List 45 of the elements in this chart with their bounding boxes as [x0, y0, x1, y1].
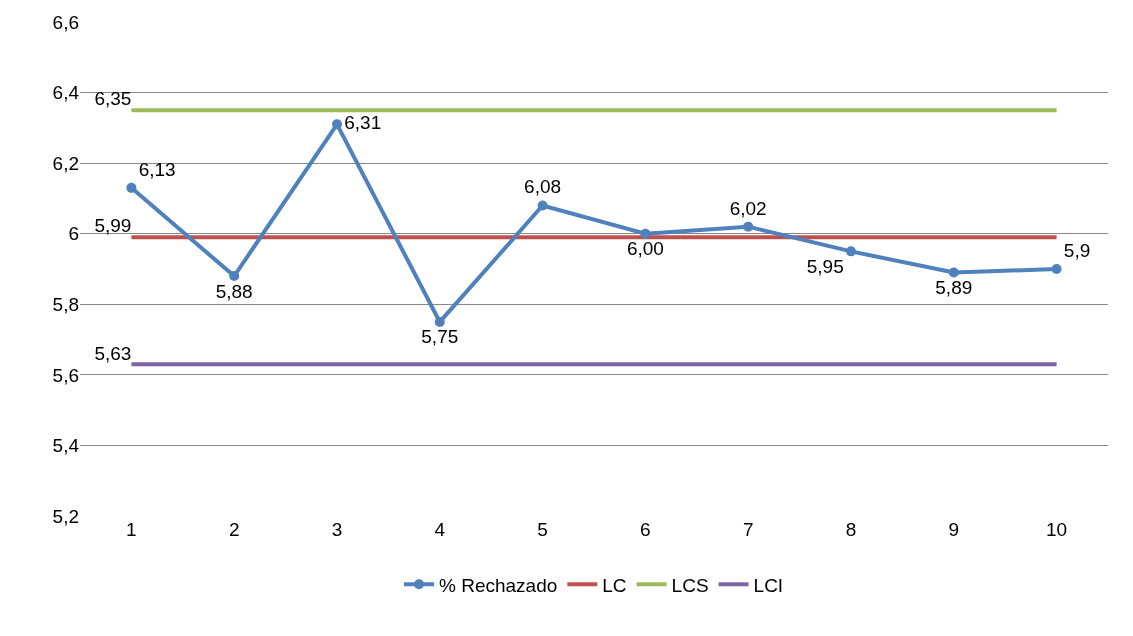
- point: [434, 316, 445, 327]
- point: [229, 271, 240, 282]
- data-label: 5,63: [94, 342, 132, 364]
- point: [1051, 264, 1062, 274]
- data-label: 6,13: [138, 158, 176, 180]
- data-label: 5,88: [215, 280, 253, 302]
- x-tick-label: 1: [126, 519, 137, 540]
- data-label: 6,08: [524, 176, 562, 198]
- data-label: 5,75: [421, 326, 459, 348]
- point: [948, 267, 959, 278]
- point: [640, 228, 651, 239]
- data-label: 5,95: [806, 255, 844, 277]
- x-tick-label: 8: [845, 519, 857, 540]
- data-label: 5,89: [935, 277, 973, 299]
- point: [743, 221, 754, 232]
- y-tick-label: 6,4: [52, 82, 80, 104]
- y-tick-label: 5,4: [52, 435, 80, 457]
- x-tick-label: 9: [948, 519, 960, 540]
- x-tick-label: 2: [228, 519, 240, 540]
- legend-label: LCS: [671, 574, 709, 596]
- point: [846, 246, 856, 257]
- data-label: 5,99: [94, 215, 132, 237]
- x-tick-label: 10: [1046, 519, 1068, 540]
- x-tick-label: 6: [640, 519, 651, 540]
- point: [126, 182, 137, 193]
- y-tick-label: 5,2: [52, 505, 79, 527]
- data-label: 6,00: [626, 238, 664, 260]
- x-tick-label: 4: [434, 519, 446, 540]
- point: [537, 200, 548, 211]
- legend-label: % Rechazado: [439, 574, 558, 596]
- data-label: 5,9: [1063, 240, 1091, 261]
- data-label: 6,35: [94, 88, 132, 110]
- legend-label: LC: [602, 574, 627, 596]
- y-tick-label: 5,8: [52, 293, 79, 315]
- legend-label: LCI: [753, 574, 784, 596]
- x-tick-label: 7: [742, 519, 754, 540]
- y-tick-label: 6: [68, 223, 79, 245]
- x-tick-label: 3: [331, 519, 343, 540]
- y-tick-label: 6,2: [52, 152, 79, 174]
- y-tick-label: 5,6: [52, 364, 79, 386]
- x-tick-label: 5: [537, 519, 548, 540]
- point: [332, 119, 342, 130]
- data-label: 6,02: [729, 197, 767, 219]
- data-label: 6,31: [344, 112, 382, 134]
- y-tick-label: 6,6: [52, 11, 79, 33]
